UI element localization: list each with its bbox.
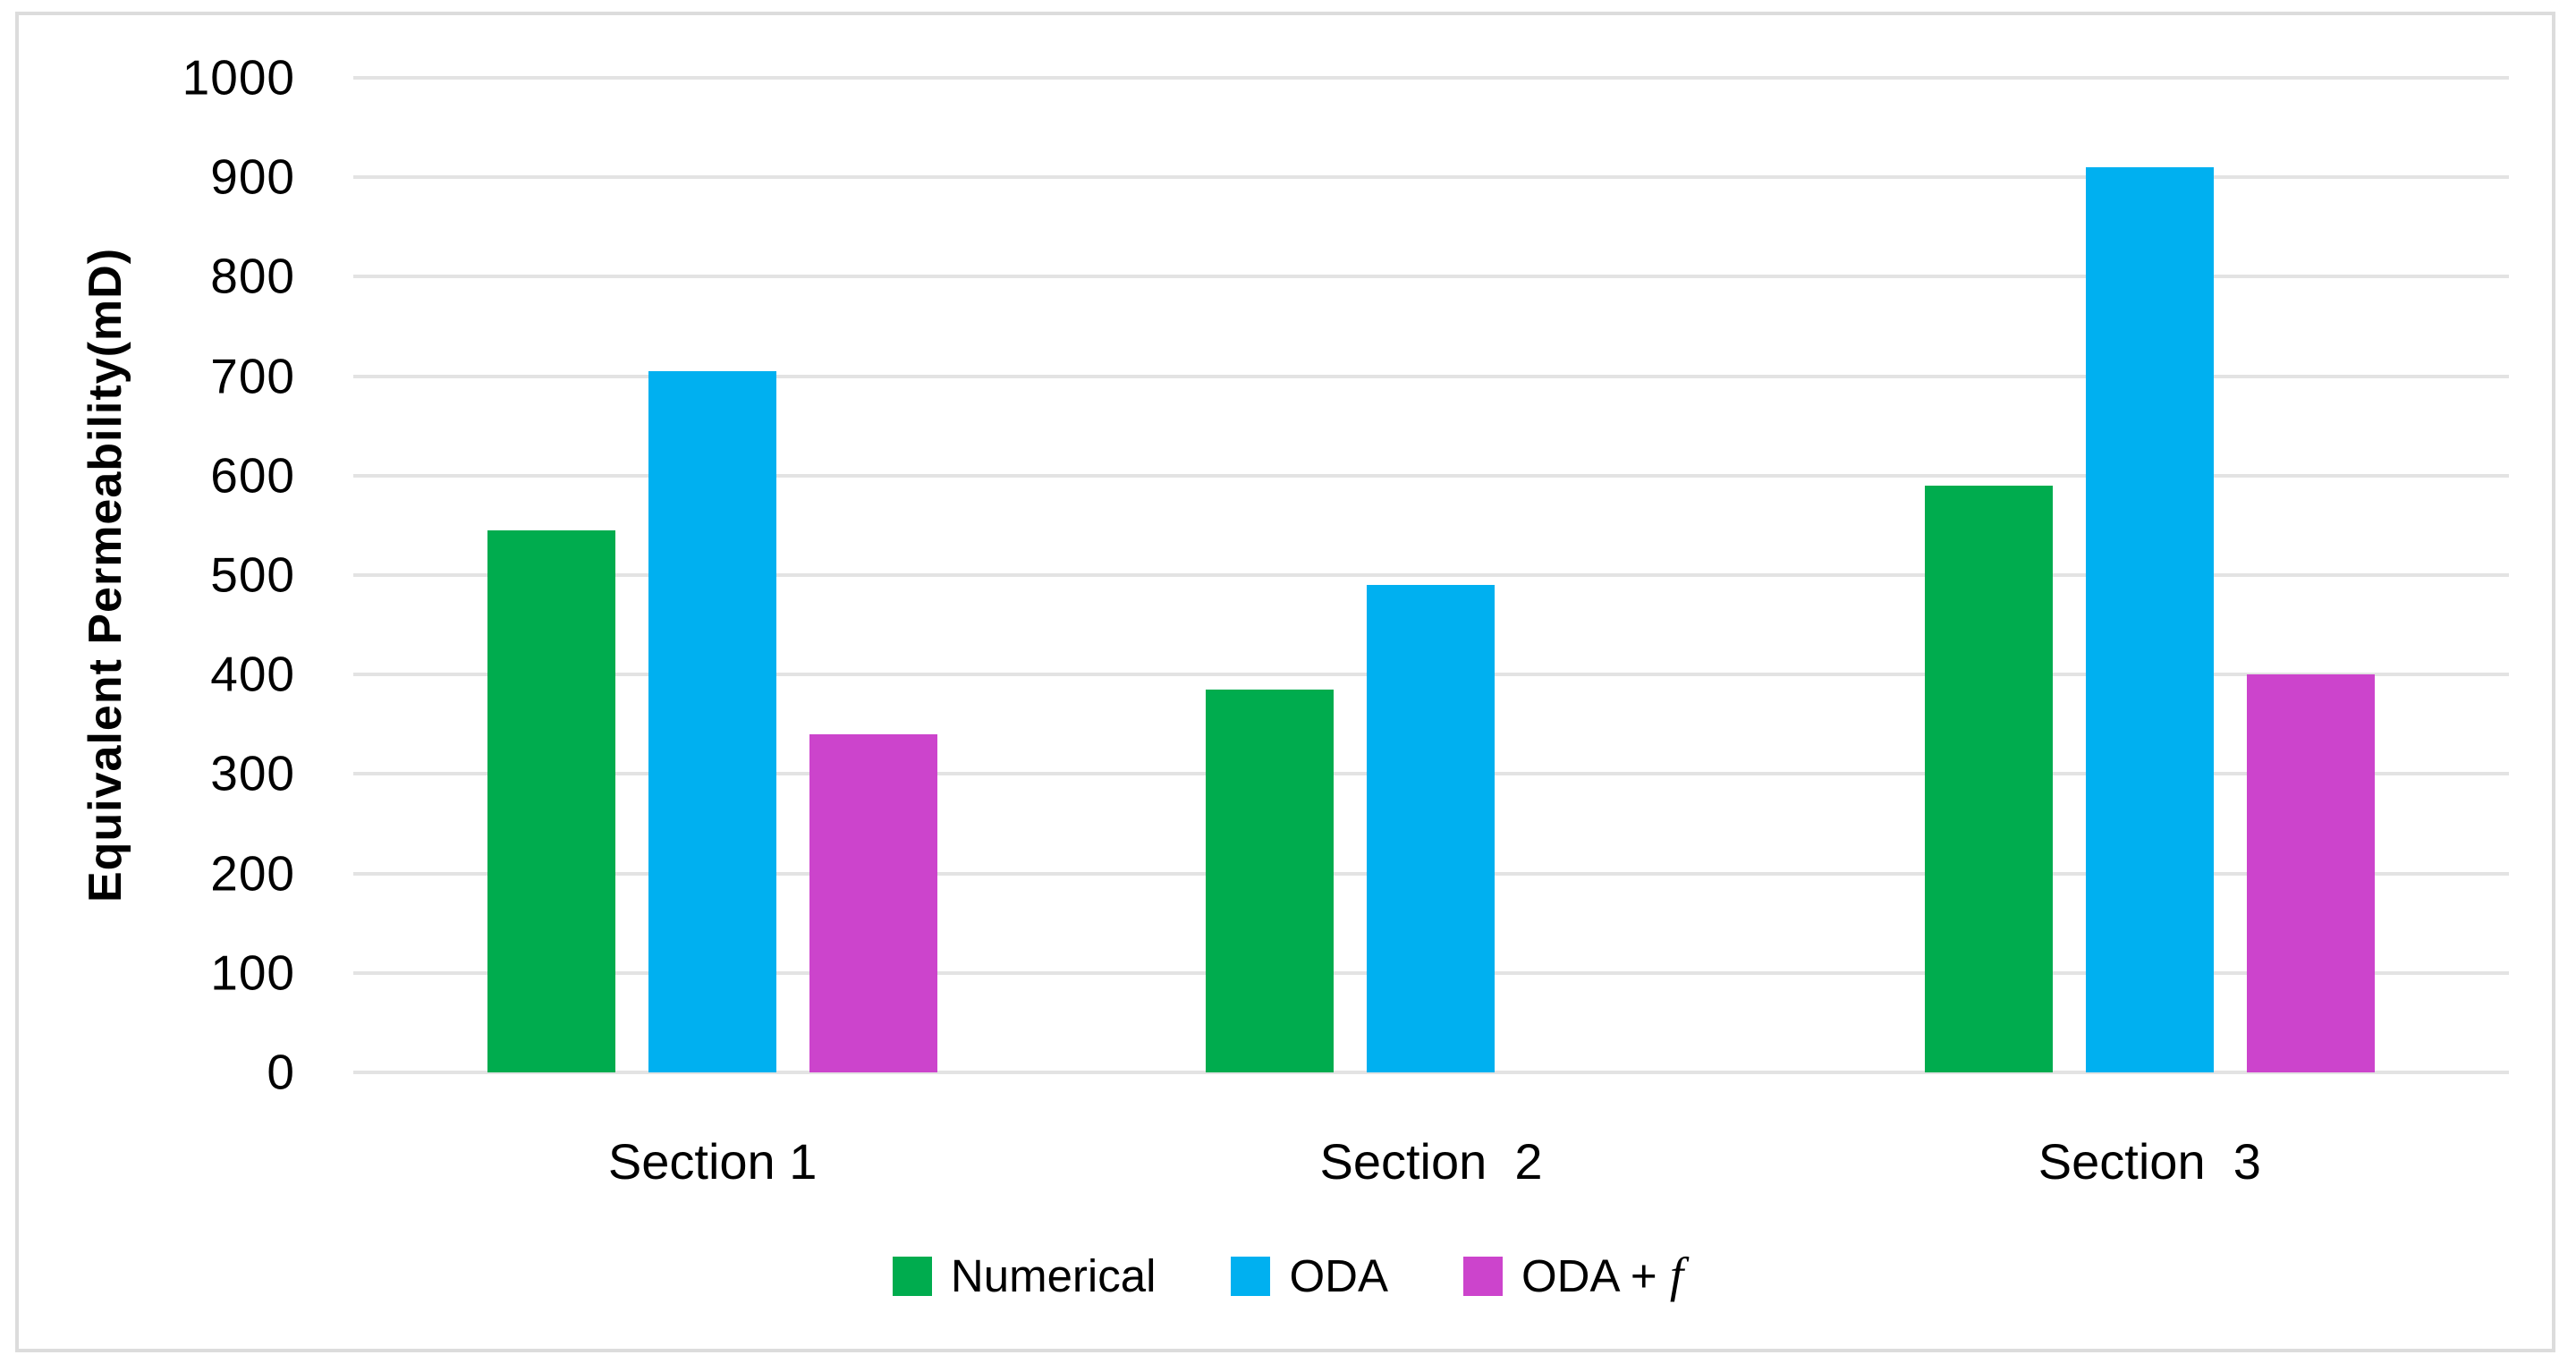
- plot-area: [353, 76, 2509, 1074]
- bar-oda-f-3: [2246, 674, 2375, 1072]
- bar-numerical-1: [487, 530, 616, 1072]
- legend-item-oda-f: ODA + f: [1462, 1248, 1684, 1302]
- legend-item-numerical: Numerical: [892, 1249, 1157, 1301]
- legend-label: Numerical: [950, 1249, 1157, 1301]
- y-tick-label-900: 900: [210, 148, 295, 205]
- x-axis-label-3: Section 3: [2038, 1133, 2261, 1190]
- bar-groups: [353, 78, 2509, 1072]
- y-tick-label-700: 700: [210, 348, 295, 404]
- y-tick-label-800: 800: [210, 248, 295, 304]
- legend-item-oda: ODA: [1231, 1249, 1388, 1301]
- legend-label: ODA + f: [1521, 1248, 1684, 1302]
- bar-oda-1: [648, 371, 777, 1072]
- y-axis-tick-labels: 0 100 200 300 400 500 600 700 800 900 1000: [0, 53, 295, 1097]
- x-axis-label-2: Section 2: [1319, 1133, 1543, 1190]
- bar-oda-f-1: [809, 734, 938, 1072]
- gridline-600: [353, 473, 2509, 478]
- y-tick-label-500: 500: [210, 546, 295, 603]
- y-tick-label-1000: 1000: [182, 49, 295, 106]
- y-tick-label-400: 400: [210, 646, 295, 702]
- bar-numerical-3: [1924, 486, 2053, 1072]
- legend: Numerical ODA ODA + f: [0, 1250, 2576, 1301]
- gridline-800: [353, 275, 2509, 279]
- legend-swatch-icon: [1462, 1256, 1503, 1296]
- x-axis-label-1: Section 1: [607, 1133, 818, 1190]
- bar-numerical-2: [1206, 690, 1335, 1072]
- y-tick-label-200: 200: [210, 845, 295, 902]
- y-tick-label-600: 600: [210, 447, 295, 504]
- gridline-1000: [353, 76, 2509, 80]
- y-tick-label-300: 300: [210, 745, 295, 801]
- bar-group-3: [1791, 78, 2509, 1072]
- gridline-900: [353, 175, 2509, 180]
- gridline-500: [353, 573, 2509, 577]
- y-tick-label-0: 0: [267, 1044, 295, 1100]
- legend-label: ODA: [1289, 1249, 1388, 1301]
- x-axis-category-labels: Section 1 Section 2 Section 3: [353, 1134, 2509, 1190]
- bar-oda-3: [2085, 167, 2214, 1072]
- gridline-0: [353, 1071, 2509, 1074]
- bar-group-2: [1072, 78, 1790, 1072]
- y-tick-label-100: 100: [210, 944, 295, 1001]
- bar-oda-2: [1367, 585, 1496, 1072]
- bar-group-1: [353, 78, 1072, 1072]
- legend-swatch-icon: [892, 1256, 932, 1296]
- legend-swatch-icon: [1231, 1256, 1271, 1296]
- gridline-700: [353, 374, 2509, 378]
